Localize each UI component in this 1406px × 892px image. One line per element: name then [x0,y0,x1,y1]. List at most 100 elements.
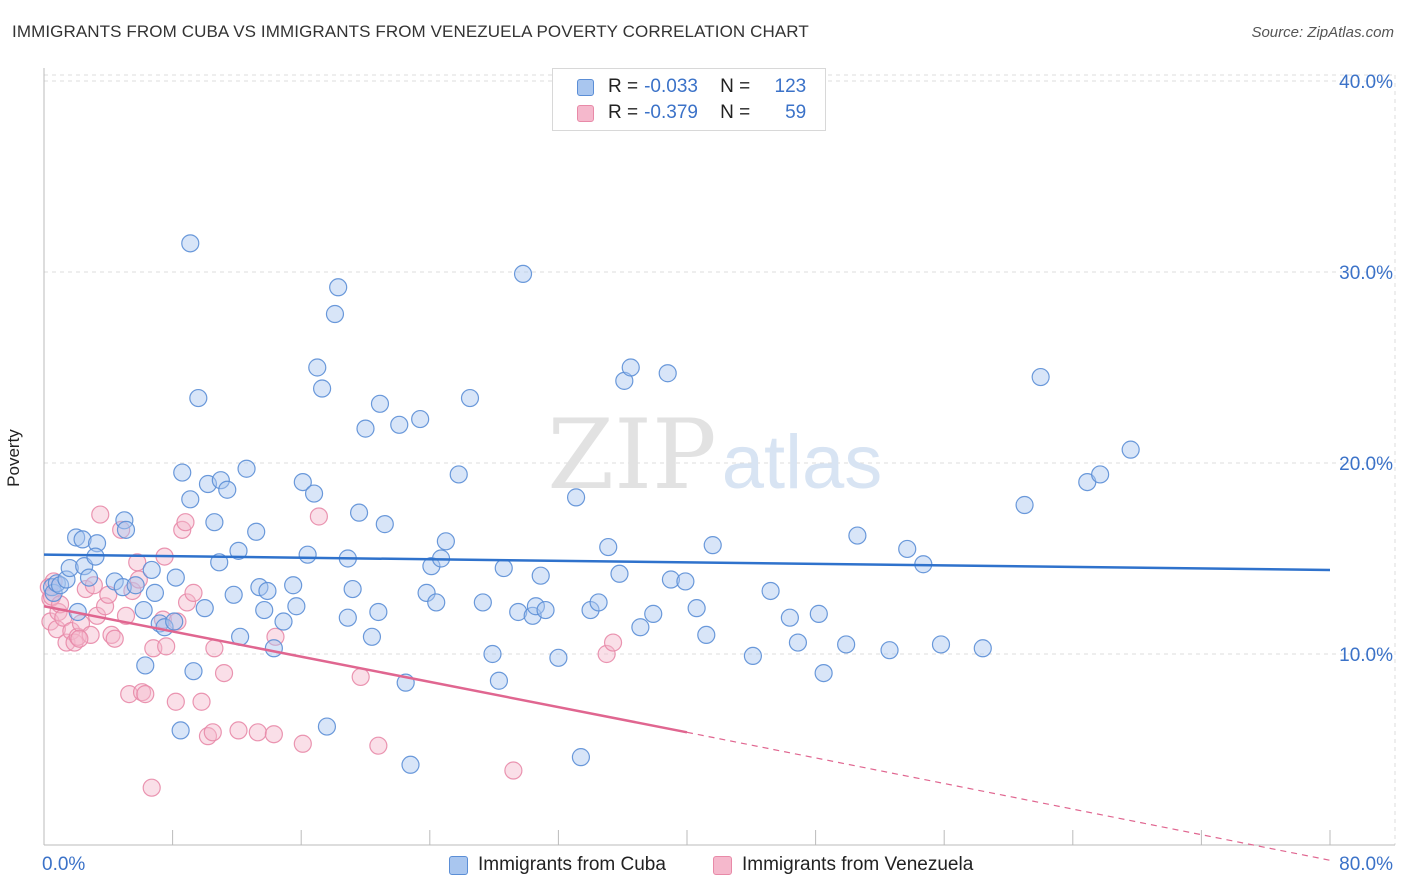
cuba-point [293,473,312,492]
cuba-point [116,520,136,539]
y-tick-label: 20.0% [1339,454,1393,475]
cuba-point [284,576,303,595]
cuba-point [181,490,200,509]
cuba-point [809,604,828,623]
cuba-point [837,635,856,654]
legend-item-cuba[interactable]: Immigrants from Cuba [449,852,666,878]
venezuela-point [351,667,370,687]
cuba-point [126,576,145,595]
venezuela-trend-extrapolated [686,731,1331,861]
cuba-point [298,545,317,564]
cuba-point [308,358,327,377]
cuba-point [274,612,293,631]
legend-n-label: N = [720,76,751,97]
cuba-point [67,528,86,547]
venezuela-point [192,692,211,711]
venezuela-point [177,593,197,612]
watermark-zip: ZIP [547,399,716,511]
cuba-point [349,503,369,522]
venezuela-points [39,505,623,797]
cuba-point [531,566,550,585]
venezuela-point [248,723,267,742]
cuba-point [165,612,184,631]
venezuela-point [229,721,248,740]
venezuela-point [597,644,616,664]
cuba-point [417,583,436,602]
cuba-point [621,358,640,377]
cuba-point [224,585,243,604]
cuba-point [401,755,420,774]
cuba-point [427,593,446,612]
legend-label-venezuela: Immigrants from Venezuela [742,854,974,875]
venezuela-point [157,637,176,656]
cuba-point [356,419,375,438]
y-tick-label: 40.0% [1339,72,1393,93]
cuba-point [898,539,917,559]
venezuela-point [142,778,161,797]
cuba-point [211,471,230,490]
venezuela-point [112,520,131,539]
venezuela-point [166,692,185,711]
cuba-point [549,648,568,667]
cuba-point [422,557,441,576]
cuba-point [460,388,480,408]
cuba-point [258,581,277,601]
legend-n-value: 123 [774,76,807,97]
legend-n-label: N = [720,102,751,123]
venezuela-point [309,507,328,526]
cuba-point [1091,465,1110,484]
watermark: ZIP atlas [547,399,882,511]
cuba-point [142,560,161,580]
cuba-point [697,625,716,645]
cuba-point [449,465,468,484]
venezuela-point [136,685,155,704]
legend-label-cuba: Immigrants from Cuba [478,854,666,875]
cuba-point [644,604,663,623]
cuba-point [195,599,214,618]
venezuela-point [369,736,388,755]
cuba-point [181,234,200,253]
venezuela-point [214,663,234,683]
cuba-point [210,553,229,572]
cuba-point [571,748,591,767]
cuba-point [205,513,224,532]
cuba-point [134,600,153,620]
cuba-point [166,568,185,587]
legend-r-label: R = [608,76,639,97]
cuba-point [489,671,509,690]
cuba-point [566,488,586,507]
cuba-point [390,415,409,434]
legend-swatch-cuba [577,78,594,96]
venezuela-point [264,725,283,744]
venezuela-point [91,505,110,524]
cuba-point [526,597,545,616]
venezuela-point [95,597,115,616]
cuba-point [312,379,332,398]
legend-r-label: R = [608,102,639,123]
y-tick-label: 10.0% [1339,645,1393,666]
venezuela-point [132,683,152,702]
venezuela-trend-line [43,605,688,734]
cuba-point [661,570,681,589]
cuba-point [411,409,430,429]
venezuela-point [203,723,222,742]
cuba-point [536,600,555,620]
cuba-point [73,530,92,549]
cuba-point [218,480,237,499]
cuba-point [676,572,695,591]
venezuela-point [266,627,285,646]
cuba-point [370,394,390,413]
legend-swatch-venezuela [713,855,732,875]
cuba-point [317,717,337,736]
cuba-point [60,558,79,578]
cuba-point [880,641,899,660]
venezuela-point [176,513,195,532]
tick-labels: 10.0% 20.0% 30.0% 40.0% 0.0% 80.0% [42,72,1393,875]
legend-swatch-cuba [449,855,468,875]
cuba-point [329,278,348,297]
legend-item-venezuela[interactable]: Immigrants from Venezuela [713,852,973,878]
legend-n-value: 59 [785,102,807,123]
cuba-point [931,635,951,654]
cuba-point [325,304,345,324]
